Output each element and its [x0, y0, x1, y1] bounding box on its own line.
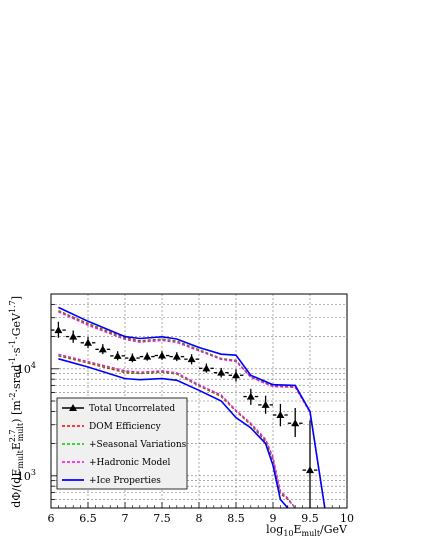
series-lower-bound	[58, 358, 289, 508]
data-point	[273, 403, 288, 427]
series-upper-bound	[58, 311, 326, 508]
triangle-marker	[217, 368, 226, 376]
x-tick-label: 9.5	[301, 512, 319, 525]
series-layer	[58, 306, 326, 508]
y-title-sub2: mult	[16, 422, 25, 441]
data-point	[258, 395, 273, 414]
triangle-marker	[84, 338, 92, 346]
triangle-marker	[113, 351, 122, 359]
data-point	[80, 337, 96, 349]
y-title-p1: dΦ/(dE	[10, 469, 23, 508]
y-title-sup3: -2	[8, 393, 17, 401]
legend-entry: Total Uncorrelated	[62, 404, 175, 414]
y-title-p3: ) [m	[10, 400, 23, 423]
y-tick-exponent: 3	[31, 468, 36, 477]
y-title-p2: E	[10, 442, 23, 450]
y-title-sup5: -1	[8, 340, 17, 348]
legend-entry: +Ice Properties	[62, 476, 161, 486]
data-point	[287, 408, 303, 438]
legend-entry: DOM Efficiency	[62, 422, 162, 432]
y-tick-exponent: 4	[31, 361, 36, 370]
x-title-prefix: log	[266, 523, 283, 536]
y-title-sup4: -1	[8, 357, 17, 365]
y-title-p5: ·s	[10, 347, 23, 356]
triangle-marker	[291, 419, 300, 427]
data-point	[169, 352, 185, 362]
x-tick-label: 8	[196, 512, 203, 525]
triangle-marker	[187, 355, 196, 363]
x-axis-title: log10Emult/GeV	[266, 523, 348, 538]
y-title-s1: mult	[16, 449, 25, 468]
y-axis-title: dΦ/(dEmultE2.7mult) [m-2·srad-1·s-1·GeV1…	[8, 296, 25, 508]
y-tick-base: 10	[17, 470, 31, 483]
triangle-marker	[54, 326, 63, 334]
data-point	[184, 354, 199, 365]
data-point	[154, 351, 170, 360]
y-tick-label: 103	[17, 468, 36, 483]
legend-label: +Ice Properties	[89, 476, 161, 486]
triangle-marker	[143, 352, 152, 360]
triangle-marker	[261, 400, 270, 408]
y-title-p4: ·srad	[10, 365, 23, 393]
triangle-marker	[276, 410, 285, 418]
triangle-marker	[232, 371, 240, 379]
data-point	[228, 369, 244, 382]
legend: Total Uncorrelated DOM Efficiency +Seasona…	[56, 397, 188, 490]
data-point	[51, 321, 66, 338]
data-point	[65, 330, 81, 343]
triangle-marker	[69, 332, 78, 340]
legend-marker	[69, 404, 77, 411]
legend-label: +Seasonal Variations	[89, 440, 187, 450]
y-title-sup6: 1.7	[8, 300, 17, 313]
data-point	[139, 352, 155, 361]
y-title-sup2: 2.7	[8, 429, 17, 442]
x-title-mid: E	[294, 523, 302, 536]
x-tick-label: 8.5	[227, 512, 245, 525]
x-tick-label: 6.5	[79, 512, 97, 525]
data-points-layer	[51, 321, 318, 508]
legend-label: Total Uncorrelated	[89, 404, 175, 414]
y-tick-label: 104	[17, 361, 36, 376]
x-tick-label: 7.5	[153, 512, 171, 525]
series-upper-bound	[58, 306, 326, 508]
data-point	[302, 420, 318, 508]
legend-label: DOM Efficiency	[89, 422, 162, 432]
legend-entry: +Hadronic Model	[62, 458, 171, 468]
triangle-marker	[172, 352, 181, 360]
data-point	[243, 388, 259, 405]
x-title-sub1: 10	[283, 529, 293, 538]
triangle-marker	[158, 351, 166, 359]
legend-label: +Hadronic Model	[89, 458, 171, 468]
data-point	[110, 351, 125, 361]
data-point	[199, 363, 214, 373]
x-tick-label: 9	[270, 512, 277, 525]
x-title-suffix: /GeV	[320, 523, 348, 536]
triangle-marker	[128, 354, 137, 362]
x-title-sub2: mult	[302, 529, 321, 538]
y-title-p6: ·GeV	[10, 312, 23, 340]
series-lower-bound	[58, 353, 296, 508]
x-tick-label: 10	[340, 512, 354, 525]
triangle-marker	[246, 392, 255, 400]
y-tick-base: 10	[17, 363, 31, 376]
legend-entries: Total Uncorrelated DOM Efficiency +Seasona…	[62, 404, 187, 486]
x-tick-label: 7	[122, 512, 129, 525]
y-title-p7: ]	[10, 296, 23, 300]
data-point	[95, 344, 111, 355]
legend-entry: +Seasonal Variations	[62, 440, 187, 450]
triangle-marker	[202, 364, 211, 372]
triangle-marker	[98, 345, 107, 353]
x-tick-label: 6	[48, 512, 55, 525]
triangle-marker	[306, 466, 314, 474]
data-point	[125, 353, 140, 363]
data-point	[213, 367, 229, 378]
